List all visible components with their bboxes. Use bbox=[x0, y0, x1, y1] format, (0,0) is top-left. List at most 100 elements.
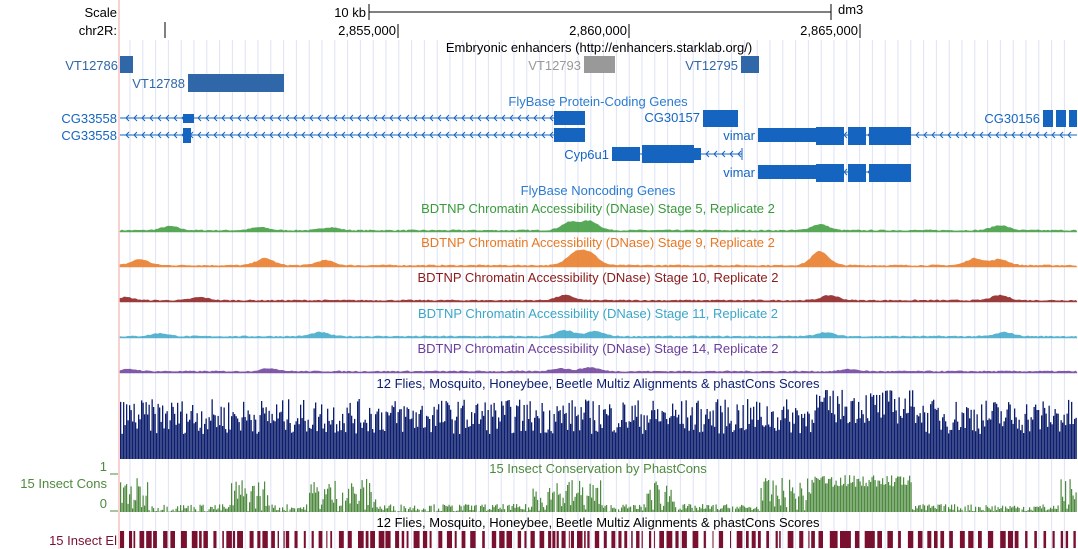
multiz-bar bbox=[1051, 424, 1053, 459]
multiz-bar bbox=[928, 433, 930, 459]
multiz-bar bbox=[808, 413, 810, 459]
multiz-bar bbox=[583, 412, 585, 459]
phastcons-bar bbox=[912, 509, 914, 512]
phastcons-bar bbox=[660, 503, 662, 512]
multiz-bar bbox=[954, 419, 956, 459]
gene-label-cg33558-b[interactable]: CG33558 bbox=[61, 128, 117, 143]
multiz-bar bbox=[513, 432, 515, 459]
phastcons-bar bbox=[462, 510, 464, 512]
multiz-bar bbox=[1045, 413, 1047, 459]
gene-label-vimar-a[interactable]: vimar bbox=[723, 128, 755, 143]
conserved-element bbox=[681, 531, 687, 548]
multiz-bar bbox=[414, 427, 416, 459]
phastcons-bar bbox=[658, 489, 660, 512]
multiz-bar bbox=[426, 415, 428, 459]
phastcons-bar bbox=[573, 500, 575, 512]
phastcons-bar bbox=[429, 505, 431, 512]
cons-track-side-label[interactable]: 15 Insect Cons bbox=[20, 476, 107, 491]
multiz-bar bbox=[805, 426, 807, 459]
gene-label-cg30157[interactable]: CG30157 bbox=[644, 110, 700, 125]
phastcons-bar bbox=[120, 482, 122, 512]
enhancer-feature-vt12793[interactable] bbox=[584, 56, 615, 73]
phastcons-bar bbox=[507, 505, 509, 512]
multiz-bar bbox=[687, 417, 689, 459]
multiz-bar bbox=[172, 406, 174, 459]
gene-label-cg30156[interactable]: CG30156 bbox=[984, 111, 1040, 126]
multiz-bar bbox=[579, 430, 581, 459]
multiz-bar bbox=[841, 389, 843, 459]
phastcons-bar bbox=[727, 507, 729, 512]
vimar-b-exon bbox=[869, 164, 911, 182]
conserved-element bbox=[422, 531, 428, 548]
conserved-element bbox=[751, 531, 756, 548]
multiz-bar bbox=[120, 401, 122, 459]
phastcons-bar bbox=[678, 509, 680, 512]
phastcons-bar bbox=[688, 504, 690, 512]
phastcons-bar bbox=[711, 506, 713, 512]
gene-label-cyp6u1[interactable]: Cyp6u1 bbox=[564, 147, 609, 162]
multiz-bar bbox=[597, 431, 599, 459]
phastcons-bar bbox=[220, 510, 222, 512]
enhancer-feature-vt12788[interactable] bbox=[188, 74, 284, 92]
multiz-bar bbox=[700, 409, 702, 459]
phastcons-bar bbox=[715, 504, 717, 512]
elements-track-side-label[interactable]: 15 Insect El bbox=[49, 533, 117, 548]
phastcons-bar bbox=[1008, 509, 1010, 512]
phastcons-signal[interactable] bbox=[120, 475, 1077, 512]
conserved-elements[interactable] bbox=[120, 531, 1076, 548]
dnase-stage14-signal[interactable] bbox=[119, 367, 1078, 374]
enhancer-label-vt12793[interactable]: VT12793 bbox=[528, 58, 581, 73]
phastcons-bar bbox=[1002, 505, 1004, 512]
multiz-bar bbox=[589, 417, 591, 459]
multiz-bar bbox=[912, 390, 914, 459]
phastcons-bar bbox=[957, 506, 959, 512]
phastcons-bar bbox=[1075, 492, 1077, 512]
phastcons-bar bbox=[178, 510, 180, 512]
conserved-element bbox=[406, 531, 409, 548]
multiz-bar bbox=[987, 420, 989, 459]
dnase-stage9-signal[interactable] bbox=[119, 249, 1078, 268]
enhancer-feature-vt12795[interactable] bbox=[741, 56, 759, 73]
dnase-stage11-signal[interactable] bbox=[119, 329, 1078, 339]
phastcons-bar bbox=[1042, 504, 1044, 512]
conserved-element bbox=[587, 531, 590, 548]
gene-label-vimar-b[interactable]: vimar bbox=[723, 165, 755, 180]
phastcons-bar bbox=[282, 507, 284, 512]
multiz-bar bbox=[201, 411, 203, 459]
multiz-bar bbox=[382, 429, 384, 459]
phastcons-bar bbox=[930, 507, 932, 512]
multiz-bar bbox=[778, 429, 780, 459]
multiz-bar bbox=[484, 402, 486, 459]
dnase-stage10-signal[interactable] bbox=[119, 294, 1078, 303]
enhancer-label-vt12788[interactable]: VT12788 bbox=[132, 76, 185, 91]
phastcons-bar bbox=[744, 506, 746, 512]
enhancer-label-vt12786[interactable]: VT12786 bbox=[65, 58, 118, 73]
multiz-bar bbox=[931, 401, 933, 459]
multiz-bar bbox=[991, 410, 993, 459]
enhancer-feature-vt12786[interactable] bbox=[120, 56, 133, 73]
multiz-bar bbox=[943, 414, 945, 459]
phastcons-bar bbox=[546, 505, 548, 512]
multiz-bar bbox=[129, 405, 131, 459]
multiz-bar bbox=[918, 416, 920, 459]
multiz-bar bbox=[798, 415, 800, 459]
phastcons-bar bbox=[634, 505, 636, 512]
gene-label-cg33558-a[interactable]: CG33558 bbox=[61, 111, 117, 126]
multiz-bar bbox=[427, 416, 429, 459]
multiz-bar bbox=[342, 413, 344, 459]
phastcons-bar bbox=[870, 481, 872, 512]
phastcons-bar bbox=[195, 509, 197, 512]
gene-models[interactable] bbox=[120, 110, 1077, 182]
phastcons-bar bbox=[426, 511, 428, 512]
conserved-element bbox=[934, 531, 938, 548]
phastcons-bar bbox=[450, 506, 452, 512]
multiz-bar bbox=[981, 404, 983, 459]
multiz-bar bbox=[562, 405, 564, 459]
dnase-stage5-signal[interactable] bbox=[119, 220, 1078, 233]
multiz-bar bbox=[235, 416, 237, 459]
conserved-element bbox=[949, 531, 953, 548]
enhancer-label-vt12795[interactable]: VT12795 bbox=[685, 58, 738, 73]
multiz-alignment-signal[interactable] bbox=[120, 389, 1077, 459]
